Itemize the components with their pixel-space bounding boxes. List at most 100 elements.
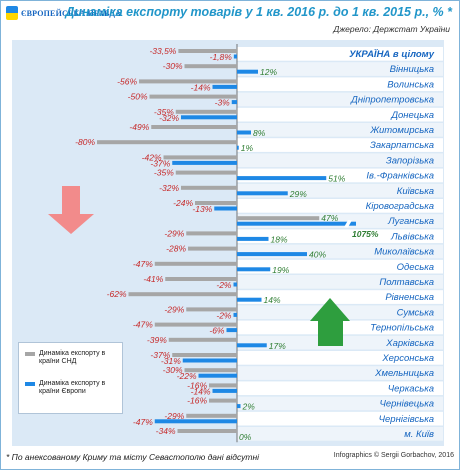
region-label: Закарпатська bbox=[370, 140, 434, 151]
value-label-eu: 18% bbox=[271, 234, 288, 244]
bar-eu bbox=[214, 206, 237, 211]
value-label-cis: -42% bbox=[142, 152, 162, 162]
region-label: Дніпропетровська bbox=[350, 95, 434, 106]
value-label-cis: -29% bbox=[164, 228, 184, 238]
bar-eu bbox=[212, 84, 237, 89]
source-note: Джерело: Держстат України bbox=[333, 24, 450, 34]
row-stripe bbox=[237, 290, 443, 304]
region-label: Сумська bbox=[397, 307, 434, 318]
bar-eu bbox=[237, 343, 267, 348]
bar-cis bbox=[154, 261, 237, 266]
bar-cis bbox=[175, 109, 237, 114]
legend-item-eu: Динаміка експорту в країни Європи bbox=[25, 380, 119, 396]
region-label: Запорізька bbox=[386, 155, 434, 166]
bar-cis bbox=[188, 246, 237, 251]
bar-cis bbox=[195, 201, 237, 205]
region-label: Волинська bbox=[387, 79, 434, 90]
bar-cis bbox=[186, 307, 237, 312]
value-label-eu: 1075% bbox=[352, 229, 379, 239]
row-stripe bbox=[237, 92, 443, 107]
value-label-eu: 19% bbox=[272, 265, 289, 275]
value-label-eu: -2% bbox=[216, 310, 232, 320]
value-label-cis: -29% bbox=[164, 304, 184, 314]
bar-eu bbox=[237, 221, 356, 226]
value-label-cis: -35% bbox=[154, 168, 174, 178]
bar-eu bbox=[233, 312, 237, 317]
region-label: Київська bbox=[397, 186, 434, 197]
row-stripe bbox=[237, 259, 443, 274]
bar-cis bbox=[177, 429, 237, 433]
row-stripe bbox=[237, 275, 443, 289]
legend: Динаміка експорту в країни СНД Динаміка … bbox=[18, 342, 123, 414]
value-label-cis: -50% bbox=[128, 92, 148, 102]
up-arrow-head-icon bbox=[310, 298, 350, 321]
bar-eu bbox=[181, 115, 237, 120]
value-label-cis: -47% bbox=[133, 259, 153, 269]
axis-break-icon bbox=[344, 220, 352, 228]
value-label-cis: -24% bbox=[173, 198, 193, 208]
bar-cis bbox=[178, 49, 237, 53]
value-label-cis: -30% bbox=[163, 365, 183, 375]
region-label: Донецька bbox=[390, 110, 434, 121]
bar-cis bbox=[186, 413, 237, 418]
region-label: Хмельницька bbox=[374, 368, 434, 379]
bar-eu bbox=[237, 176, 327, 181]
region-label: Ів.-Франківська bbox=[366, 171, 434, 182]
region-label: Чернівецька bbox=[379, 399, 434, 410]
value-label-cis: -47% bbox=[133, 320, 153, 330]
region-label: Вінницька bbox=[390, 64, 434, 75]
value-label-cis: -34% bbox=[156, 426, 176, 436]
value-label-cis: -49% bbox=[129, 122, 149, 132]
bar-eu bbox=[172, 160, 237, 165]
value-label-cis: -16% bbox=[187, 380, 207, 390]
bar-cis bbox=[163, 155, 237, 160]
flag-logo-icon bbox=[6, 6, 18, 20]
bar-eu bbox=[198, 373, 237, 378]
bar-cis bbox=[209, 383, 237, 388]
footnote: * По анексованому Криму та місту Севасто… bbox=[6, 452, 260, 462]
value-label-eu: 12% bbox=[260, 67, 277, 77]
row-stripe bbox=[237, 351, 443, 365]
legend-item-cis: Динаміка експорту в країни СНД bbox=[25, 350, 119, 366]
value-label-eu: -32% bbox=[159, 113, 179, 123]
bar-cis bbox=[186, 231, 237, 236]
value-label-eu: 8% bbox=[253, 128, 266, 138]
value-label-eu: -13% bbox=[192, 204, 212, 214]
value-label-cis: 47% bbox=[321, 213, 338, 223]
bar-eu bbox=[237, 130, 251, 135]
value-label-eu: 2% bbox=[242, 402, 256, 412]
logo: ЄВРОПЕЙСЬКА ПРАВДА bbox=[6, 6, 121, 20]
row-stripe bbox=[237, 366, 443, 380]
bar-eu bbox=[231, 100, 237, 105]
region-label: Одеська bbox=[397, 262, 434, 273]
region-label: Рівненська bbox=[385, 292, 434, 303]
legend-label-cis: Динаміка експорту в країни СНД bbox=[39, 350, 106, 365]
bar-eu bbox=[237, 404, 241, 409]
region-label: Миколаївська bbox=[374, 247, 434, 258]
bar-eu bbox=[182, 358, 237, 363]
row-stripe bbox=[237, 396, 443, 411]
bar-eu bbox=[237, 69, 258, 74]
bar-eu bbox=[237, 267, 271, 272]
bar-eu bbox=[226, 328, 237, 333]
bar-eu bbox=[237, 297, 262, 302]
bar-cis bbox=[168, 337, 237, 342]
value-label-eu: 40% bbox=[309, 250, 326, 260]
region-label: Львівська bbox=[390, 231, 434, 242]
region-label: УКРАЇНА в цілому bbox=[349, 49, 435, 60]
value-label-cis: -16% bbox=[187, 396, 207, 406]
value-label-eu: 0% bbox=[239, 432, 252, 442]
legend-swatch-eu bbox=[25, 382, 35, 386]
legend-label-eu: Динаміка експорту в країни Європи bbox=[39, 380, 106, 395]
row-stripe bbox=[237, 427, 443, 441]
bar-cis bbox=[184, 64, 237, 69]
row-stripe bbox=[237, 153, 443, 168]
row-stripe bbox=[237, 229, 443, 244]
bar-cis bbox=[128, 292, 237, 297]
value-label-cis: -35% bbox=[154, 107, 174, 117]
value-label-eu: 29% bbox=[289, 189, 307, 199]
region-label: Харківська bbox=[385, 338, 434, 349]
bar-eu bbox=[237, 236, 269, 241]
row-stripe bbox=[237, 138, 443, 152]
row-stripe bbox=[237, 381, 443, 396]
